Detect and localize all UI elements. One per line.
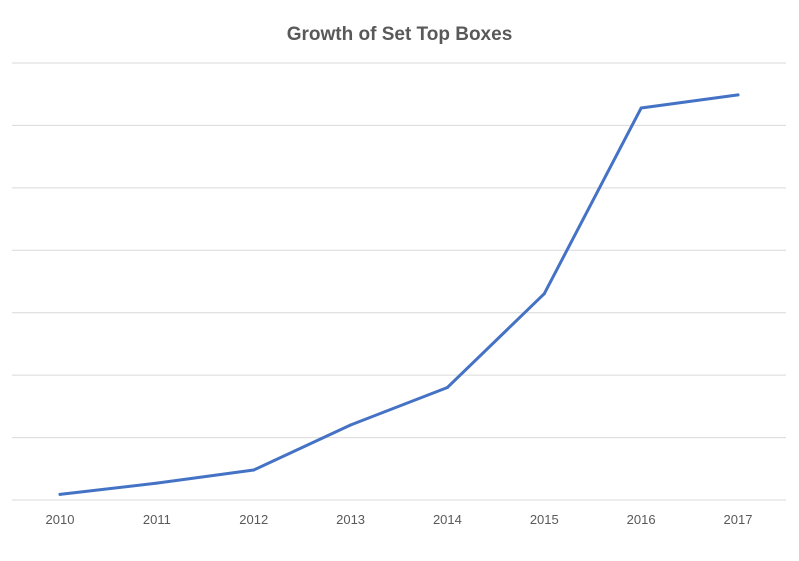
data-point bbox=[736, 93, 740, 97]
x-tick-label: 2011 bbox=[143, 512, 171, 527]
series-line bbox=[58, 93, 740, 496]
x-tick-label: 2014 bbox=[433, 512, 462, 527]
x-tick-label: 2017 bbox=[724, 512, 753, 527]
data-point bbox=[349, 423, 353, 427]
data-point bbox=[639, 106, 643, 110]
x-tick-label: 2016 bbox=[627, 512, 656, 527]
data-point bbox=[155, 481, 159, 485]
x-tick-label: 2013 bbox=[336, 512, 365, 527]
x-tick-label: 2012 bbox=[239, 512, 268, 527]
data-point bbox=[58, 492, 62, 496]
data-point bbox=[542, 292, 546, 296]
gridlines bbox=[12, 62, 786, 501]
x-tick-label: 2015 bbox=[530, 512, 559, 527]
x-axis-tick-labels: 2010 2011 2012 2013 2014 2015 2016 2017 bbox=[46, 512, 753, 527]
x-tick-label: 2010 bbox=[46, 512, 75, 527]
data-point bbox=[445, 385, 449, 389]
data-point bbox=[252, 468, 256, 472]
series-line-layer bbox=[58, 93, 740, 496]
chart-title: Growth of Set Top Boxes bbox=[286, 24, 513, 45]
